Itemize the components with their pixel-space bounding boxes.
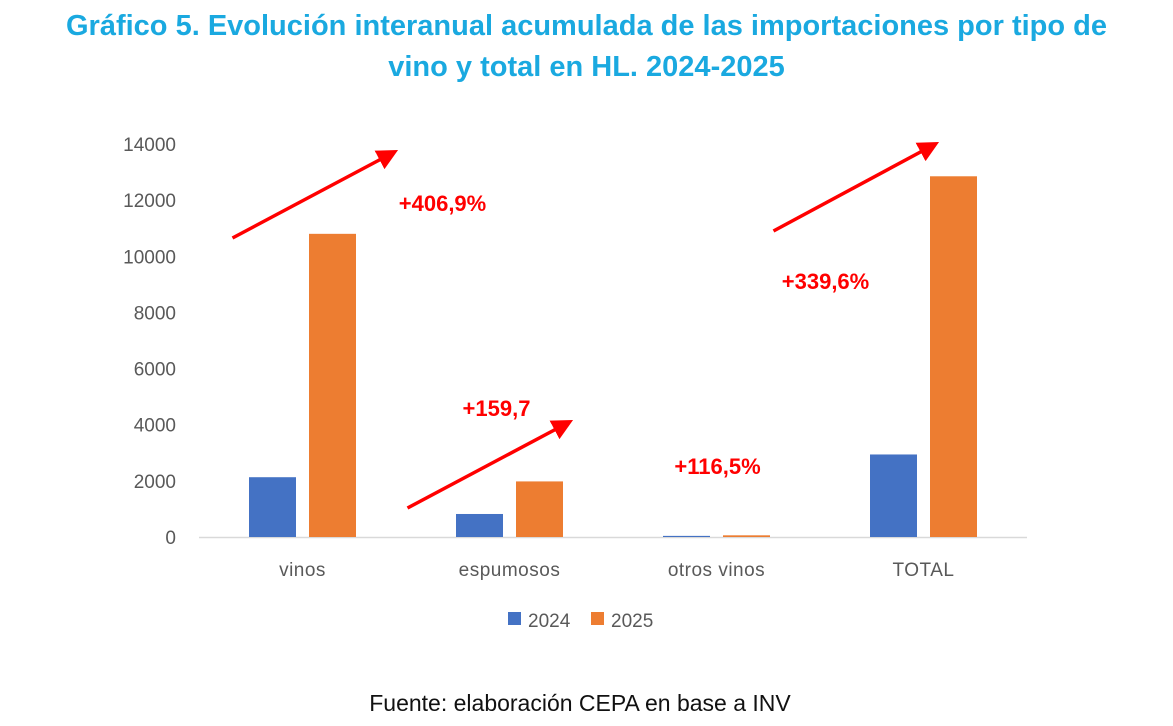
bar-2024 <box>249 477 296 537</box>
legend-swatch-2024 <box>508 612 521 625</box>
bar-2024 <box>456 513 503 537</box>
x-tick-label: espumosos <box>459 560 561 581</box>
y-axis: 0 2000 4000 6000 8000 10000 12000 14000 <box>123 135 176 549</box>
legend-swatch-2025 <box>591 612 604 625</box>
bar-2024 <box>663 535 710 537</box>
y-tick-label: 12000 <box>123 191 176 212</box>
growth-annotation: +159,7 <box>463 396 531 421</box>
annotations: +406,9% +159,7 +116,5% +339,6% <box>399 191 869 479</box>
source-note: Fuente: elaboración CEPA en base a INV <box>369 690 791 716</box>
y-tick-label: 4000 <box>134 416 176 437</box>
y-tick-label: 10000 <box>123 247 176 268</box>
legend-label-2024: 2024 <box>528 611 571 632</box>
y-tick-label: 2000 <box>134 472 176 493</box>
bar-2025 <box>516 481 563 537</box>
bar-2025 <box>930 176 977 537</box>
x-tick-label: otros vinos <box>668 560 765 581</box>
y-tick-label: 0 <box>165 528 176 549</box>
x-axis: vinos espumosos otros vinos TOTAL <box>199 536 1027 581</box>
legend: 2024 2025 <box>508 611 653 632</box>
bar-2025 <box>309 233 356 538</box>
trend-arrow <box>231 150 399 240</box>
growth-annotation: +116,5% <box>674 454 760 479</box>
growth-annotation: +339,6% <box>782 269 869 294</box>
growth-annotation: +406,9% <box>399 191 486 216</box>
y-tick-label: 14000 <box>123 135 176 156</box>
bars <box>249 176 977 538</box>
x-tick-label: TOTAL <box>893 560 955 581</box>
y-tick-label: 6000 <box>134 360 176 381</box>
trend-arrow <box>772 142 940 233</box>
trend-arrow <box>406 420 574 510</box>
chart-title: Gráfico 5. Evolución interanual acumulad… <box>65 10 1107 83</box>
y-tick-label: 8000 <box>134 303 176 324</box>
x-tick-label: vinos <box>279 560 326 581</box>
bar-2024 <box>870 454 917 537</box>
legend-label-2025: 2025 <box>611 611 653 632</box>
bar-2025 <box>723 535 770 537</box>
trend-arrows <box>231 142 940 510</box>
